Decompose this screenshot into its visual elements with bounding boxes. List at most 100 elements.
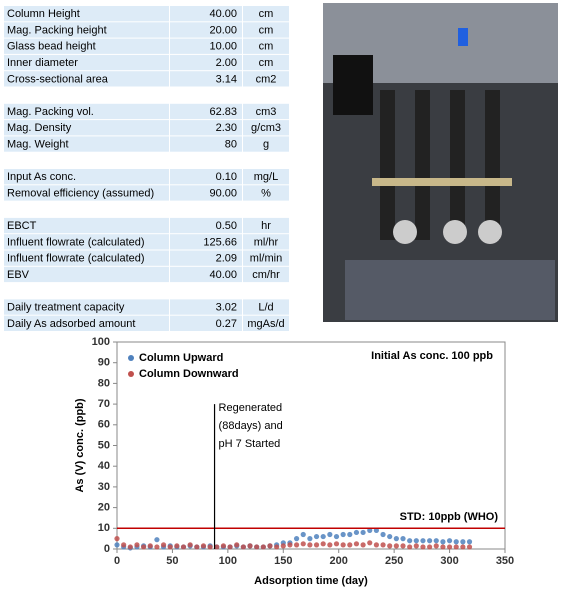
data-point <box>300 541 306 547</box>
param-value: 3.02 <box>216 301 237 313</box>
x-tick-label: 150 <box>274 555 292 567</box>
chart: 0 10 20 30 40 50 60 70 80 90 100 0 50 100 150 200 250 300… <box>74 336 514 587</box>
data-point <box>353 529 360 536</box>
data-point <box>353 541 360 547</box>
y-tick-label: 10 <box>98 522 110 534</box>
data-point <box>260 544 266 550</box>
data-point <box>373 542 380 548</box>
param-unit: cm <box>259 41 274 53</box>
data-point <box>327 542 333 548</box>
data-point <box>187 542 193 548</box>
cell-bg <box>170 169 242 185</box>
cell-bg <box>170 299 242 315</box>
cell-bg <box>4 234 169 250</box>
data-point <box>313 542 320 548</box>
data-point <box>327 531 333 538</box>
param-unit: cm/hr <box>252 269 280 281</box>
cell-bg <box>170 71 242 87</box>
param-label: Glass bead height <box>7 41 96 53</box>
x-tick-label: 250 <box>385 555 403 567</box>
x-tick-label: 300 <box>440 555 458 567</box>
param-label: Mag. Density <box>7 122 72 134</box>
cell-bg <box>243 169 289 185</box>
data-point <box>400 536 406 542</box>
cell-bg <box>243 185 289 201</box>
param-value: 2.00 <box>216 57 237 69</box>
data-point <box>121 542 127 548</box>
cell-bg <box>170 103 242 120</box>
y-tick-label: 50 <box>98 439 110 451</box>
param-value: 62.83 <box>209 106 237 118</box>
cell-bg <box>4 120 169 136</box>
cell-bg <box>170 22 242 38</box>
x-tick-label: 200 <box>330 555 348 567</box>
param-value: 125.66 <box>203 236 237 248</box>
cell-bg <box>243 71 289 87</box>
data-point <box>300 531 306 538</box>
data-point <box>407 538 413 544</box>
data-point <box>147 543 153 549</box>
param-label: Mag. Packing height <box>7 24 107 36</box>
cell-bg <box>4 54 169 71</box>
param-label: EBV <box>7 269 30 281</box>
param-value: 0.27 <box>216 318 237 330</box>
param-value: 40.00 <box>209 8 237 20</box>
param-value: 90.00 <box>209 187 237 199</box>
photo <box>323 3 558 322</box>
data-point <box>333 541 340 547</box>
param-label: Removal efficiency (assumed) <box>7 187 154 199</box>
param-unit: cm <box>259 57 274 69</box>
cell-bg <box>243 103 289 120</box>
param-value: 10.00 <box>209 41 237 53</box>
data-point <box>340 542 346 548</box>
param-unit: g/cm3 <box>251 122 281 134</box>
legend-label: Column Downward <box>139 368 239 380</box>
data-point <box>380 542 386 548</box>
annotation: Initial As conc. 100 ppb <box>371 350 493 362</box>
cell-bg <box>4 266 169 283</box>
cell-bg <box>170 54 242 71</box>
y-axis-label: As (V) conc. (ppb) <box>74 398 86 492</box>
y-tick-label: 40 <box>98 460 110 472</box>
data-point <box>307 536 313 542</box>
std-label: STD: 10ppb (WHO) <box>400 511 499 523</box>
cell-bg <box>4 185 169 201</box>
parameter-table: Column Height 40.00 cm Mag. Packing height 2… <box>4 6 289 331</box>
cell-bg <box>170 136 242 152</box>
param-unit: ml/hr <box>254 236 279 248</box>
data-point <box>160 542 167 548</box>
data-point <box>407 544 413 550</box>
param-label: Influent flowrate (calculated) <box>7 236 145 248</box>
cell-bg <box>4 299 169 315</box>
data-point <box>280 543 286 549</box>
param-unit: cm2 <box>256 73 277 85</box>
x-axis-label: Adsorption time (day) <box>254 575 368 587</box>
data-point <box>420 538 426 544</box>
y-tick-label: 20 <box>98 502 110 514</box>
data-point <box>333 533 340 540</box>
y-tick-label: 60 <box>98 419 110 431</box>
data-point <box>293 536 300 542</box>
data-point <box>174 543 180 549</box>
data-point <box>254 544 260 550</box>
data-point <box>340 531 346 538</box>
param-value: 2.30 <box>216 122 237 134</box>
cell-bg <box>4 22 169 38</box>
data-point <box>420 544 426 550</box>
data-point <box>141 544 147 550</box>
y-tick-label: 80 <box>98 377 110 389</box>
param-label: Inner diameter <box>7 57 78 69</box>
cell-bg <box>243 217 289 234</box>
param-unit: % <box>261 187 271 199</box>
cell-bg <box>243 250 289 266</box>
param-label: Daily treatment capacity <box>7 301 125 313</box>
data-point <box>293 542 300 548</box>
data-point <box>453 539 459 545</box>
cell-bg <box>4 71 169 87</box>
param-unit: mgAs/d <box>247 318 284 330</box>
data-point <box>200 543 207 549</box>
data-point <box>320 541 326 547</box>
data-point <box>460 544 466 550</box>
x-tick-label: 350 <box>496 555 514 567</box>
